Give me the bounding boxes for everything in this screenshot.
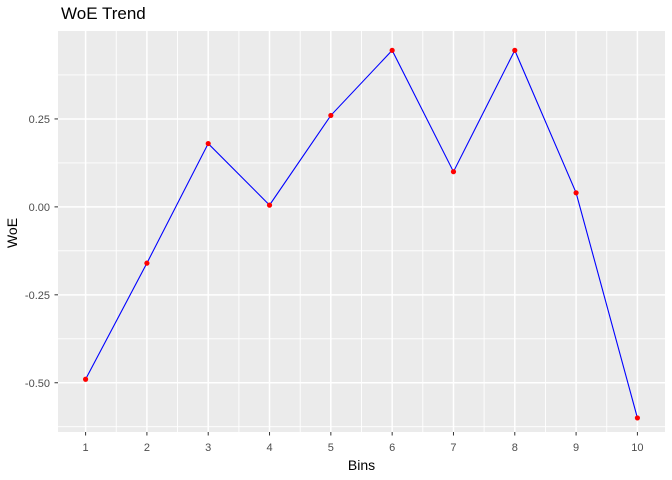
y-tick-label: -0.50 [25, 378, 50, 390]
x-axis-title: Bins [347, 457, 376, 473]
y-tick-label: 0.00 [29, 202, 50, 214]
trend-line [85, 49, 638, 419]
data-point [328, 112, 334, 119]
y-axis-title: WoE [4, 217, 20, 249]
x-tick-label: 5 [328, 442, 334, 454]
x-tick-label: 8 [512, 442, 518, 454]
data-point [266, 202, 273, 208]
x-tick-label: 6 [389, 442, 395, 454]
data-point [573, 190, 579, 196]
x-tick-label: 1 [83, 442, 89, 454]
data-point [512, 47, 518, 53]
x-tick-label: 9 [573, 442, 579, 454]
data-point [144, 260, 150, 266]
data-point [450, 169, 457, 175]
chart-title: WoE Trend [61, 4, 146, 23]
x-tick-label: 7 [450, 442, 456, 454]
x-tick-label: 2 [144, 442, 150, 454]
x-tick-label: 10 [631, 442, 643, 454]
data-point [389, 47, 395, 53]
y-tick-label: 0.25 [29, 114, 50, 126]
x-tick-label: 4 [266, 442, 272, 454]
x-tick-label: 3 [205, 442, 211, 454]
data-point [634, 415, 641, 421]
data-point [205, 140, 211, 147]
data-point [82, 376, 89, 382]
y-tick-label: -0.25 [25, 290, 50, 302]
